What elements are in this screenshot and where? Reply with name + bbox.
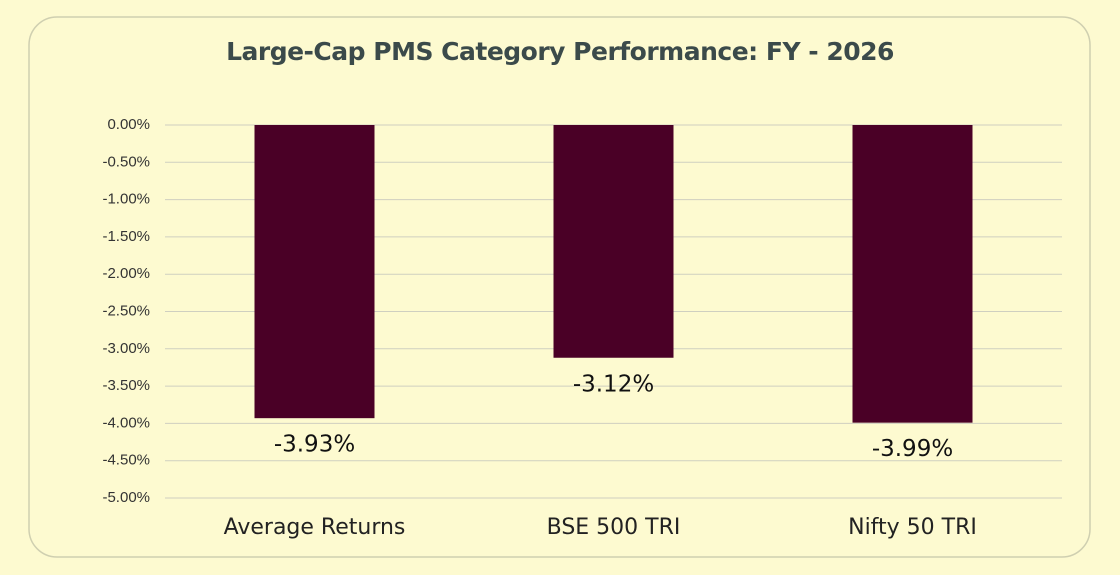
y-tick-label: 0.00% xyxy=(107,116,150,133)
bar xyxy=(254,125,375,419)
y-tick-label: -3.50% xyxy=(102,377,150,394)
y-tick-label: -4.50% xyxy=(102,452,150,469)
y-tick-label: -4.00% xyxy=(102,414,150,431)
x-tick-label: BSE 500 TRI xyxy=(547,515,681,540)
y-tick-label: -3.00% xyxy=(102,340,150,357)
x-tick-label: Average Returns xyxy=(224,515,406,540)
value-label: -3.99% xyxy=(872,436,953,462)
y-tick-label: -1.50% xyxy=(102,228,150,245)
y-tick-label: -5.00% xyxy=(102,489,150,506)
y-tick-label: -1.00% xyxy=(102,191,150,208)
y-tick-label: -0.50% xyxy=(102,153,150,170)
chart-title: Large-Cap PMS Category Performance: FY -… xyxy=(226,37,894,66)
x-tick-label: Nifty 50 TRI xyxy=(848,515,977,540)
bar xyxy=(852,125,973,423)
bar xyxy=(553,125,674,358)
y-tick-label: -2.00% xyxy=(102,265,150,282)
y-tick-label: -2.50% xyxy=(102,302,150,319)
value-label: -3.93% xyxy=(274,432,355,458)
value-label: -3.12% xyxy=(573,371,654,397)
